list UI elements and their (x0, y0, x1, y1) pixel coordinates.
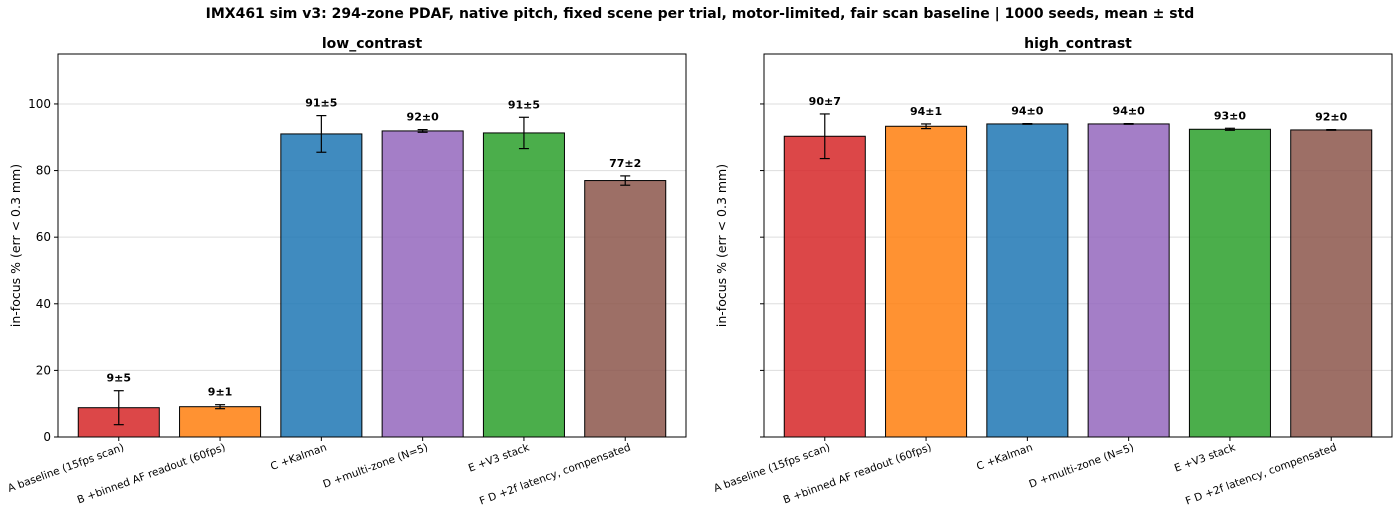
bar (280, 133, 363, 438)
panel-title: high_contrast (1024, 36, 1132, 52)
axes-frame (57, 53, 687, 438)
data-label: 9±1 (208, 386, 233, 399)
bar (584, 180, 667, 438)
data-label: 91±5 (508, 98, 540, 111)
y-tick-label: 60 (36, 230, 51, 244)
bar (783, 135, 866, 438)
y-axis-label: in-focus % (err < 0.3 mm) (714, 164, 729, 327)
axes-frame (763, 53, 1393, 438)
data-label: 9±5 (107, 372, 132, 385)
panel-title: low_contrast (322, 36, 423, 52)
bar (885, 125, 968, 438)
y-tick-label: 20 (36, 363, 51, 377)
panel-low-contrast: 9±5A baseline (15fps scan)9±1B +binned A… (6, 36, 687, 508)
bar (179, 406, 262, 438)
bar (1290, 129, 1373, 438)
x-tick-label: C +Kalman (975, 442, 1034, 473)
bar (1188, 128, 1271, 438)
bar (482, 132, 565, 438)
data-label: 92±0 (1315, 111, 1348, 124)
bar (381, 130, 464, 438)
y-tick-label: 100 (28, 97, 51, 111)
y-axis-label: in-focus % (err < 0.3 mm) (8, 164, 23, 327)
panel-high-contrast: 90±7A baseline (15fps scan)94±1B +binned… (712, 36, 1393, 508)
data-label: 94±0 (1113, 105, 1146, 118)
y-tick-label: 80 (36, 164, 51, 178)
data-label: 93±0 (1214, 109, 1247, 122)
x-tick-label: D +multi-zone (N=5) (1027, 442, 1135, 491)
data-label: 94±1 (910, 105, 942, 118)
data-label: 94±0 (1011, 105, 1044, 118)
figure-suptitle: IMX461 sim v3: 294-zone PDAF, native pit… (206, 6, 1195, 22)
y-tick-label: 40 (36, 297, 51, 311)
x-tick-label: E +V3 stack (467, 441, 532, 474)
x-tick-label: C +Kalman (269, 442, 328, 473)
bar (1087, 123, 1170, 438)
data-label: 77±2 (609, 157, 641, 170)
bar (986, 123, 1069, 438)
x-tick-label: E +V3 stack (1173, 441, 1238, 474)
y-tick-label: 0 (43, 430, 51, 444)
data-label: 92±0 (407, 111, 440, 124)
data-label: 90±7 (809, 95, 841, 108)
x-tick-label: D +multi-zone (N=5) (321, 442, 429, 491)
data-label: 91±5 (305, 97, 337, 110)
